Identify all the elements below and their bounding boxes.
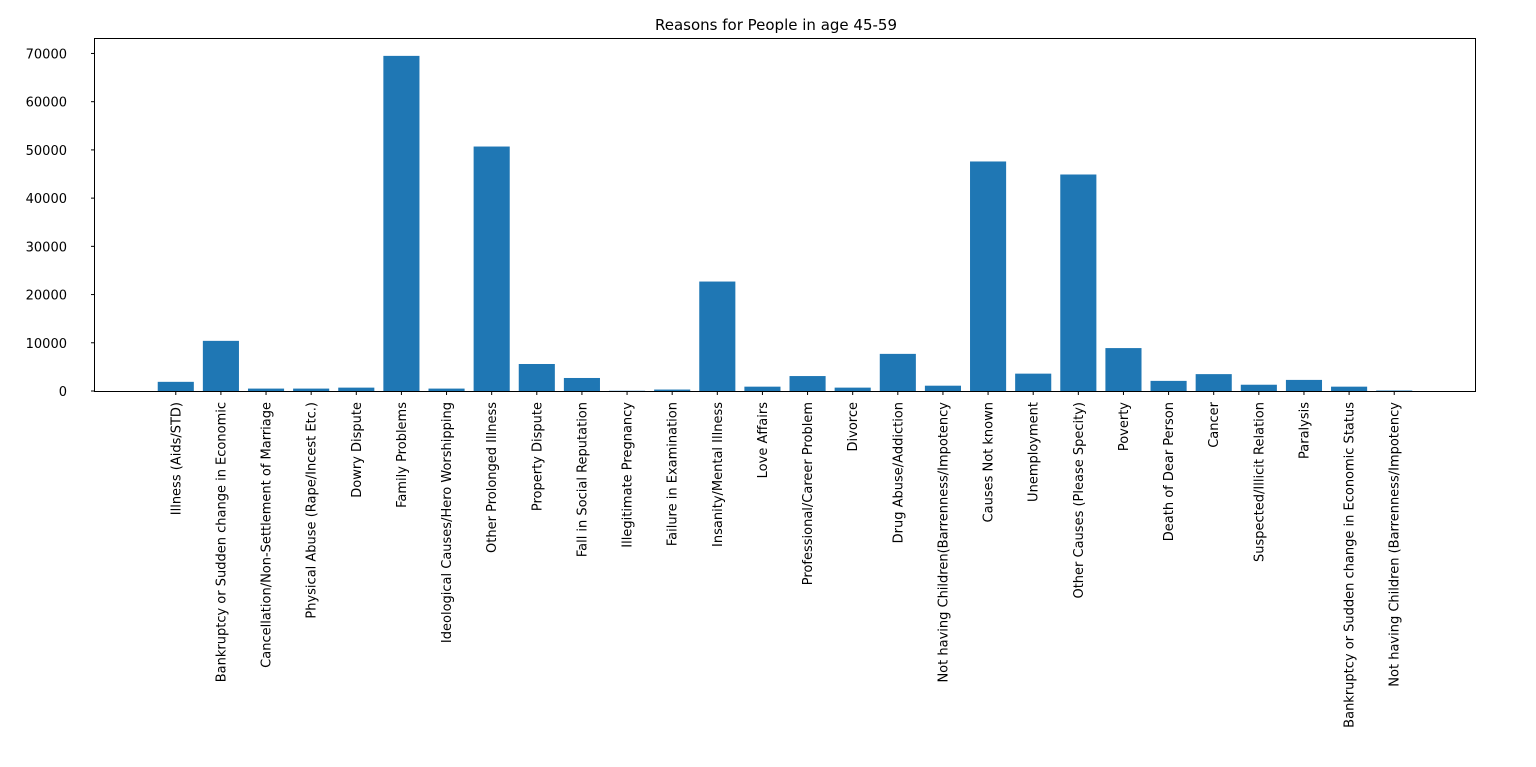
x-tick-label: Family Problems — [395, 402, 410, 508]
y-tick-label: 60000 — [26, 96, 67, 111]
bar — [879, 353, 916, 391]
x-tick-label: Poverty — [1117, 402, 1132, 451]
x-tick-label: Other Causes (Please Specity) — [1072, 402, 1087, 599]
chart-title: Reasons for People in age 45-59 — [655, 16, 897, 34]
x-tick-label: Death of Dear Person — [1162, 402, 1177, 541]
x-axis: Illness (Aids/STD) Bankruptcy or Sudden c… — [169, 391, 1403, 728]
bar — [1015, 373, 1052, 391]
bar — [1331, 386, 1368, 391]
bar — [1240, 384, 1277, 391]
bar — [1150, 380, 1187, 391]
y-tick-label: 0 — [59, 385, 67, 400]
bar — [293, 388, 330, 391]
bar — [1195, 374, 1232, 391]
x-tick-label: Drug Abuse/Addiction — [891, 402, 906, 543]
bar — [834, 387, 871, 391]
x-tick-label: Physical Abuse (Rape/Incest Etc.) — [305, 402, 320, 619]
x-tick-label: Causes Not known — [982, 402, 997, 522]
x-tick-label: Other Prolonged Illness — [485, 402, 500, 553]
bar — [924, 385, 961, 391]
y-tick-label: 10000 — [26, 337, 67, 352]
bar — [970, 161, 1007, 391]
y-tick-label: 70000 — [26, 47, 67, 62]
x-tick-label: Divorce — [846, 402, 861, 451]
bar — [473, 146, 510, 391]
bars-layer — [157, 55, 1413, 392]
bar — [383, 55, 420, 392]
y-tick-label: 20000 — [26, 289, 67, 304]
bar — [428, 388, 465, 391]
bar — [1060, 174, 1097, 391]
x-tick-label: Dowry Dispute — [350, 402, 365, 498]
x-tick-label: Insanity/Mental Illness — [711, 402, 726, 547]
y-tick-label: 40000 — [26, 192, 67, 207]
x-tick-label: Not having Children(Barrenness/Impotency — [936, 402, 951, 683]
bar — [1285, 379, 1323, 391]
x-tick-label: Illegitimate Pregnancy — [621, 402, 636, 548]
x-tick-label: Cancellation/Non-Settlement of Marriage — [260, 402, 275, 668]
bar — [338, 387, 375, 391]
bar — [789, 376, 826, 391]
bar — [654, 389, 691, 391]
x-tick-label: Love Affairs — [756, 402, 771, 479]
x-tick-label: Illness (Aids/STD) — [169, 402, 184, 515]
x-tick-label: Property Dispute — [530, 402, 545, 511]
y-axis: 0 10000 20000 30000 40000 50000 60000 70000 — [26, 47, 95, 400]
x-tick-label: Cancer — [1207, 401, 1222, 447]
x-tick-label: Suspected/Illicit Relation — [1252, 402, 1267, 562]
x-tick-label: Bankruptcy or Sudden change in Economic … — [1343, 402, 1358, 728]
x-tick-label: Ideological Causes/Hero Worshipping — [440, 402, 455, 643]
x-tick-label: Paralysis — [1297, 402, 1312, 459]
x-tick-label: Not having Children (Barrenness/Impotenc… — [1388, 402, 1403, 687]
bar — [247, 388, 285, 391]
y-tick-label: 30000 — [26, 240, 67, 255]
bar — [1105, 348, 1142, 391]
y-tick-label: 50000 — [26, 144, 67, 159]
x-tick-label: Fall in Social Reputation — [575, 402, 590, 557]
bar — [202, 340, 239, 391]
bar — [157, 381, 194, 391]
bar — [744, 386, 781, 391]
x-tick-label: Bankruptcy or Sudden change in Economic — [214, 402, 229, 682]
x-tick-label: Unemployment — [1027, 402, 1042, 502]
x-tick-label: Professional/Career Problem — [801, 402, 816, 585]
bar — [563, 377, 600, 391]
plot-frame — [94, 38, 1476, 392]
bar — [699, 281, 736, 391]
x-tick-label: Failure in Examination — [666, 402, 681, 546]
bar — [518, 363, 555, 391]
